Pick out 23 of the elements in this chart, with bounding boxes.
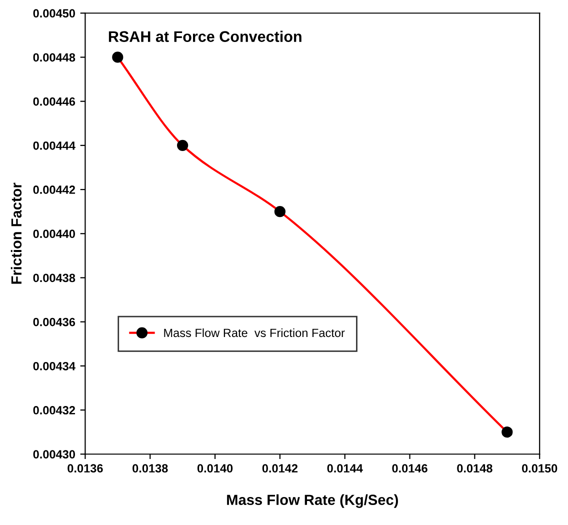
- y-tick-label: 0.00444: [33, 141, 76, 150]
- y-tick-label: 0.00434: [33, 362, 76, 370]
- x-tick-label: 0.0146: [392, 464, 428, 473]
- text: RSAH at Force Convection: [108, 30, 302, 42]
- y-axis-title: Friction Factor: [10, 182, 22, 284]
- y-tick-label: 0.00436: [33, 318, 76, 326]
- x-tick-label: 0.0140: [197, 464, 233, 473]
- x-tick-label: 0.0136: [68, 464, 103, 473]
- y-tick-label: 0.00440: [33, 230, 75, 238]
- y-tick-label: 0.00450: [33, 9, 75, 18]
- x-tick-label: 0.0150: [522, 464, 558, 473]
- y-tick-label: 0.00442: [33, 186, 76, 194]
- y-tick-label: 0.00432: [33, 406, 76, 414]
- x-tick-label: 0.0138: [132, 464, 168, 473]
- x-axis-title: Mass Flow Rate (Kg/Sec): [227, 494, 398, 508]
- y-tick-label: 0.00448: [33, 53, 76, 62]
- legend-label: Mass Flow Rate vs Friction Factor: [164, 328, 345, 338]
- y-tick-label: 0.00446: [33, 97, 76, 106]
- y-tick-label: 0.00438: [33, 274, 76, 282]
- x-tick-label: 0.0148: [457, 464, 492, 473]
- y-tick-label: 0.00430: [33, 450, 75, 459]
- x-tick-label: 0.0142: [262, 464, 298, 473]
- x-tick-label: 0.0144: [327, 464, 363, 473]
